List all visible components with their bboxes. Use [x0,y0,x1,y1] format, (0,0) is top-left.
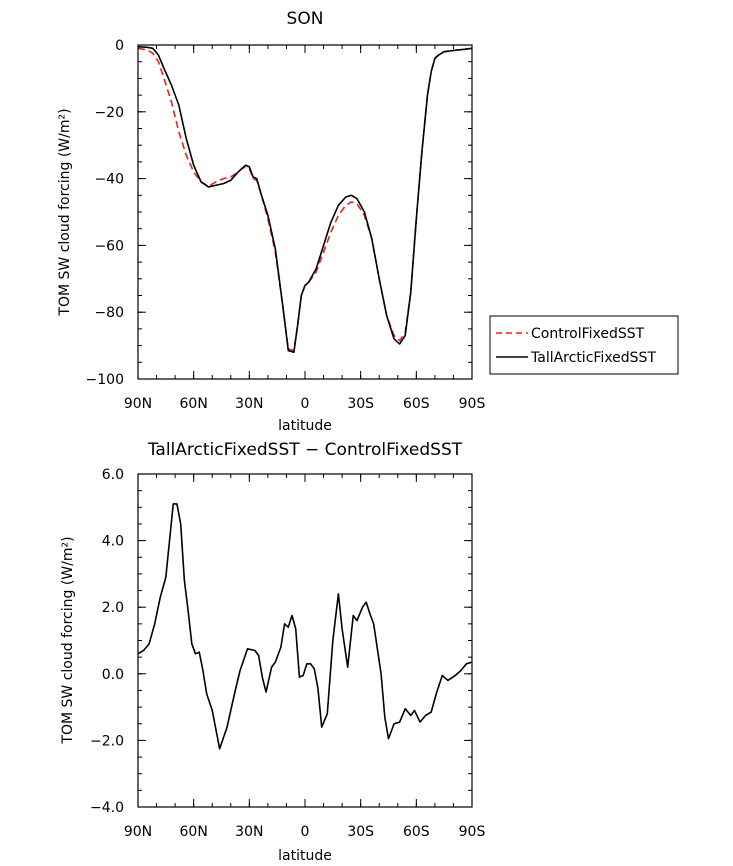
bottom-chart-y-tick-labels: 6.0 4.0 2.0 0.0 −2.0 −4.0 [90,467,124,816]
bottom-series-line-tallarcticfixedsst-controlfixedsst [137,503,473,750]
top-chart-series [137,45,473,354]
top-y-tick-label: −20 [94,105,124,121]
bottom-x-tick-label: 60N [180,824,208,840]
top-y-tick-label: −40 [94,172,124,188]
bottom-chart-ticks [137,473,473,808]
top-chart-ticks [137,44,473,380]
top-y-tick-label: 0 [115,38,124,54]
top-series-line-tallarcticfixedsst [137,45,473,354]
bottom-x-tick-label: 90N [124,824,152,840]
top-x-tick-label: 90N [124,396,152,412]
legend: ControlFixedSST TallArcticFixedSST [489,315,679,375]
legend-label-tallarctic: TallArcticFixedSST [530,350,656,366]
top-chart-ylabel: TOM SW cloud forcing (W/m²) [57,108,73,316]
bottom-chart-xlabel: latitude [278,848,332,864]
top-x-tick-label: 30S [347,396,374,412]
bottom-x-tick-label: 60S [403,824,430,840]
top-y-tick-label: −60 [94,238,124,254]
top-chart: SON 90N 60N 30N 0 30S 60S 90S 0 −20 −40 … [57,9,679,434]
bottom-x-tick-label: 90S [459,824,486,840]
top-x-tick-label: 0 [301,396,310,412]
bottom-chart-ylabel: TOM SW cloud forcing (W/m²) [60,536,76,744]
bottom-y-tick-label: −2.0 [90,733,124,749]
bottom-y-tick-label: −4.0 [90,800,124,816]
top-chart-xlabel: latitude [278,418,332,434]
legend-box [489,315,679,375]
bottom-chart: TallArcticFixedSST − ControlFixedSST 90N… [60,440,485,864]
top-x-tick-label: 90S [459,396,486,412]
top-y-tick-label: −100 [86,372,124,388]
bottom-x-tick-label: 30S [347,824,374,840]
bottom-chart-frame [137,473,473,808]
bottom-x-tick-label: 30N [235,824,263,840]
bottom-x-tick-label: 0 [301,824,310,840]
top-x-tick-label: 30N [235,396,263,412]
bottom-chart-series [137,503,473,750]
top-chart-frame [137,44,473,380]
top-x-tick-label: 60N [180,396,208,412]
bottom-y-tick-label: 2.0 [102,600,124,616]
bottom-y-tick-label: 6.0 [102,467,124,483]
top-chart-y-tick-labels: 0 −20 −40 −60 −80 −100 [86,38,124,388]
top-y-tick-label: −80 [94,305,124,321]
top-series-line-controlfixedsst [137,47,473,352]
bottom-y-tick-label: 4.0 [102,534,124,550]
legend-label-control: ControlFixedSST [531,326,645,342]
top-x-tick-label: 60S [403,396,430,412]
bottom-chart-title: TallArcticFixedSST − ControlFixedSST [147,440,463,460]
bottom-chart-x-tick-labels: 90N 60N 30N 0 30S 60S 90S [124,824,486,840]
top-chart-x-tick-labels: 90N 60N 30N 0 30S 60S 90S [124,396,486,412]
bottom-y-tick-label: 0.0 [102,667,124,683]
top-chart-title: SON [287,9,324,29]
